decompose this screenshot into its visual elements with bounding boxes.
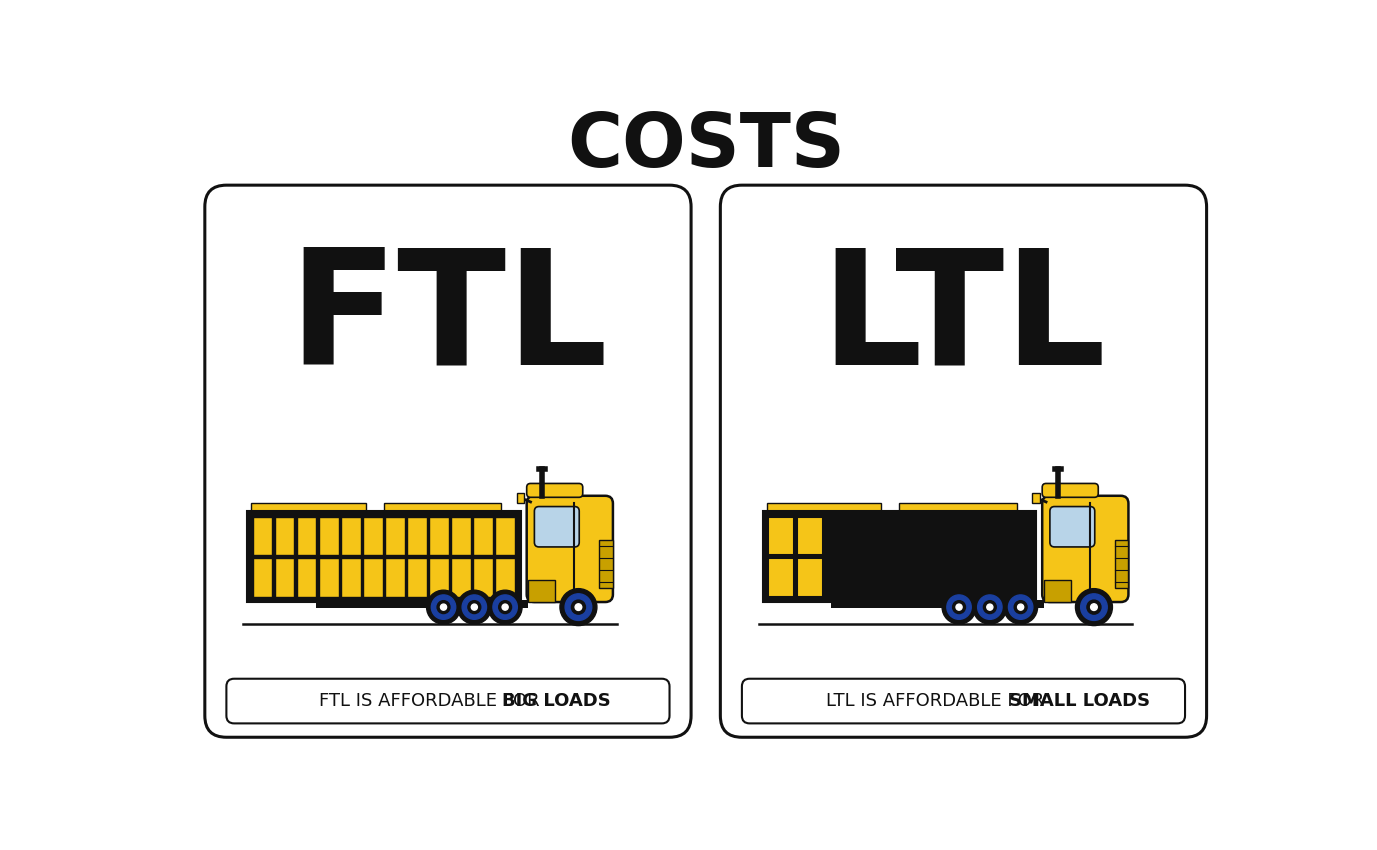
Bar	[408, 517, 427, 555]
Circle shape	[489, 590, 522, 624]
FancyBboxPatch shape	[1042, 484, 1099, 497]
Bar	[768, 517, 795, 555]
Bar	[384, 503, 501, 511]
Bar	[341, 517, 361, 555]
Bar	[1033, 493, 1040, 503]
Circle shape	[1091, 604, 1097, 610]
Bar	[386, 558, 405, 597]
Circle shape	[431, 595, 456, 620]
Bar	[496, 558, 515, 597]
Bar	[319, 517, 339, 555]
Bar	[763, 511, 1036, 602]
Bar	[1114, 541, 1128, 588]
Circle shape	[437, 601, 450, 614]
Bar	[315, 602, 465, 609]
Bar	[364, 558, 383, 597]
Circle shape	[560, 589, 596, 626]
Circle shape	[463, 595, 486, 620]
FancyBboxPatch shape	[526, 496, 613, 602]
Bar	[252, 517, 273, 555]
Circle shape	[974, 590, 1007, 624]
Text: LTL: LTL	[821, 242, 1107, 398]
FancyBboxPatch shape	[720, 185, 1206, 737]
Bar	[599, 541, 613, 588]
Bar	[251, 503, 366, 511]
Bar	[1044, 581, 1071, 602]
Circle shape	[978, 595, 1002, 620]
Circle shape	[427, 590, 460, 624]
FancyBboxPatch shape	[526, 484, 582, 497]
Bar	[296, 558, 317, 597]
Bar	[516, 493, 525, 503]
Circle shape	[1004, 590, 1038, 624]
Bar	[386, 517, 405, 555]
Bar	[274, 558, 295, 597]
Bar	[767, 503, 881, 511]
Circle shape	[498, 601, 512, 614]
Text: BIG LOADS: BIG LOADS	[503, 692, 611, 710]
Circle shape	[471, 604, 478, 610]
Text: COSTS: COSTS	[567, 110, 844, 183]
Bar	[296, 517, 317, 555]
Bar	[341, 558, 361, 597]
Circle shape	[503, 604, 508, 610]
Bar	[430, 517, 449, 555]
Bar	[797, 517, 823, 555]
Bar	[430, 558, 449, 597]
Circle shape	[983, 601, 997, 614]
Bar	[452, 517, 471, 555]
Bar	[832, 602, 982, 609]
FancyBboxPatch shape	[1042, 496, 1128, 602]
Circle shape	[441, 604, 446, 610]
Circle shape	[468, 601, 481, 614]
Circle shape	[1086, 600, 1102, 615]
Circle shape	[576, 604, 581, 610]
FancyBboxPatch shape	[742, 679, 1186, 723]
Bar	[474, 517, 493, 555]
Bar	[529, 581, 555, 602]
Circle shape	[1015, 601, 1027, 614]
Bar	[364, 517, 383, 555]
Circle shape	[956, 604, 963, 610]
Circle shape	[565, 594, 592, 620]
Bar	[496, 517, 515, 555]
Text: FTL: FTL	[288, 242, 607, 398]
Bar	[274, 517, 295, 555]
FancyBboxPatch shape	[1049, 507, 1095, 547]
Circle shape	[1081, 594, 1107, 620]
Bar	[252, 558, 273, 597]
Text: FTL IS AFFORDABLE FOR: FTL IS AFFORDABLE FOR	[318, 692, 545, 710]
Bar	[452, 558, 471, 597]
Circle shape	[942, 590, 976, 624]
Circle shape	[953, 601, 965, 614]
Bar	[408, 558, 427, 597]
Bar	[474, 558, 493, 597]
Circle shape	[1008, 595, 1033, 620]
Bar	[521, 600, 529, 609]
Text: SMALL LOADS: SMALL LOADS	[1009, 692, 1150, 710]
Circle shape	[457, 590, 492, 624]
FancyBboxPatch shape	[226, 679, 669, 723]
Bar	[248, 511, 521, 602]
Circle shape	[1018, 604, 1023, 610]
FancyBboxPatch shape	[534, 507, 580, 547]
Bar	[319, 558, 339, 597]
Bar	[768, 558, 795, 597]
FancyBboxPatch shape	[205, 185, 691, 737]
Bar	[797, 558, 823, 597]
Bar	[899, 503, 1016, 511]
Circle shape	[1075, 589, 1113, 626]
Bar	[1036, 600, 1044, 609]
Text: LTL IS AFFORDABLE FOR: LTL IS AFFORDABLE FOR	[826, 692, 1049, 710]
Circle shape	[987, 604, 993, 610]
Circle shape	[947, 595, 971, 620]
Circle shape	[493, 595, 518, 620]
Circle shape	[571, 600, 585, 615]
